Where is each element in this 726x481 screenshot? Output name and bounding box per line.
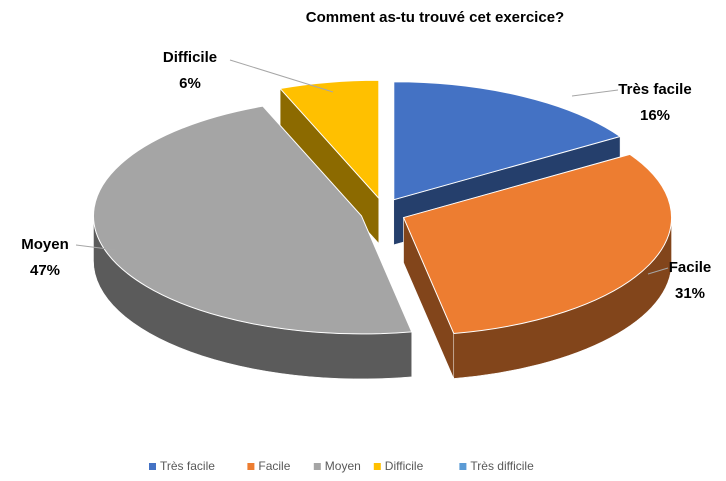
category-label: Moyen xyxy=(21,236,69,253)
pie-tops xyxy=(92,79,673,335)
pie-slice xyxy=(279,79,380,200)
legend-marker xyxy=(459,463,467,470)
legend-label: Très facile xyxy=(160,459,215,473)
legend-marker xyxy=(313,463,321,470)
value-label: 31% xyxy=(675,285,705,302)
legend-label: Difficile xyxy=(385,459,424,473)
legend-marker xyxy=(247,463,255,470)
chart-title: Comment as-tu trouvé cet exercice? xyxy=(306,9,564,26)
legend-marker xyxy=(373,463,381,470)
value-label: 47% xyxy=(30,262,60,279)
legend-label: Très difficile xyxy=(470,459,534,473)
leader-line xyxy=(75,244,117,251)
value-label: 6% xyxy=(179,75,201,92)
category-label: Difficile xyxy=(163,49,217,66)
data-labels: Très facile 16% Facile 31% Moyen 47% Difficile… xyxy=(21,49,711,302)
category-label: Très facile xyxy=(618,81,691,98)
category-label: Facile xyxy=(669,259,712,276)
legend-label: Facile xyxy=(258,459,290,473)
legend-marker xyxy=(149,463,156,470)
leader-line xyxy=(229,59,334,93)
value-label: 16% xyxy=(640,107,670,124)
pie-slice xyxy=(402,153,673,334)
leader-line xyxy=(571,89,619,97)
legend: Très facile Facile Moyen Difficile Très diff… xyxy=(149,459,534,473)
legend-label: Moyen xyxy=(325,459,361,473)
leader-line xyxy=(647,267,669,275)
pie-slice xyxy=(393,81,622,201)
